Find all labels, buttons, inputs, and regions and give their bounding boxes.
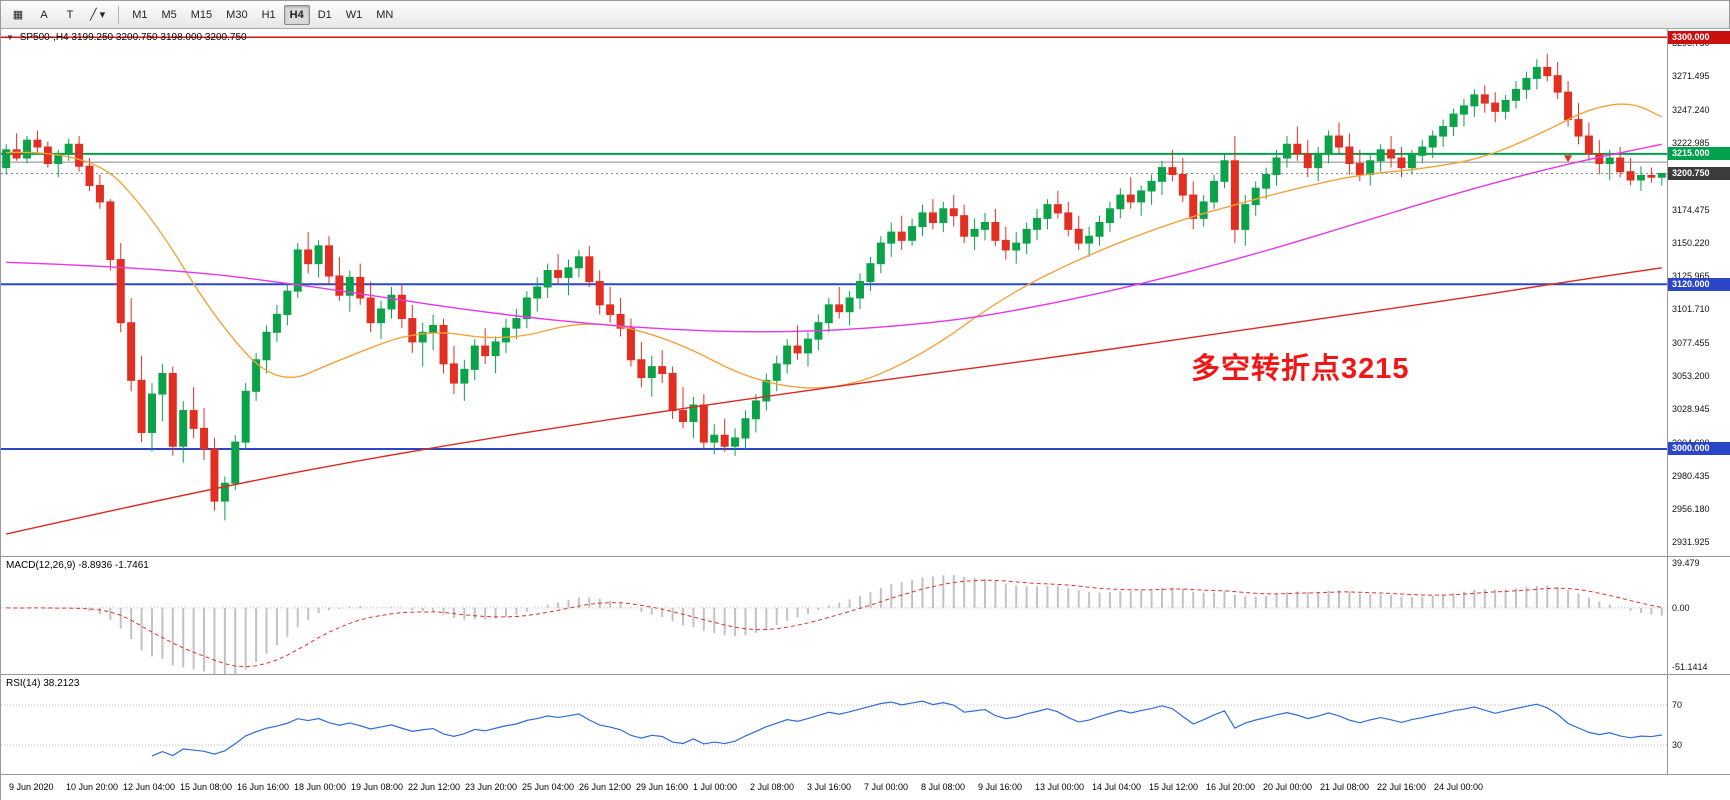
price-scale: 3295.7503271.4953247.2403222.9853198.730… [1667,29,1730,556]
time-axis-label: 12 Jun 04:00 [123,782,176,792]
timeframe-m30[interactable]: M30 [226,8,248,21]
time-axis-label: 16 Jun 16:00 [237,782,290,792]
macd-tick-label: 39.479 [1672,558,1700,568]
macd-scale: 39.479 0.00 -51.1414 [1667,557,1730,674]
toolbar: ▦ A T ╱ ▾ M1 M5 M15 M30 H1 H4 D1 W1 MN [1,1,1729,29]
price-badge: 3000.000 [1668,442,1730,456]
time-axis-label: 26 Jun 12:00 [579,782,632,792]
time-axis-label: 21 Jul 08:00 [1320,782,1370,792]
main-chart-panel: ▼ SP500-,H4 3199.250 3200.750 3198.000 3… [1,29,1730,556]
price-tick-label: 3053.200 [1672,370,1710,381]
rsi-label: RSI(14) 38.2123 [6,678,80,689]
text-tool-icon[interactable]: T [66,8,74,21]
time-axis-label: 19 Jun 08:00 [351,782,404,792]
time-axis-label: 13 Jul 00:00 [1035,782,1085,792]
rsi-panel: RSI(14) 38.2123 70 30 [1,674,1730,774]
price-tick-label: 3222.985 [1672,137,1710,148]
rsi-tick-label: 30 [1672,740,1683,750]
price-badge: 3200.750 [1668,166,1730,180]
rsi-scale: 70 30 [1667,675,1730,774]
rsi-canvas[interactable] [1,675,1667,775]
time-axis-label: 18 Jun 00:00 [294,782,347,792]
time-axis-label: 25 Jun 04:00 [522,782,575,792]
price-tick-label: 3271.495 [1672,71,1710,82]
macd-tick-label: 0.00 [1672,602,1690,613]
price-tick-label: 2956.180 [1672,504,1710,515]
price-tick-label: 3028.945 [1672,404,1710,415]
time-axis-label: 22 Jun 12:00 [408,782,461,792]
timeframe-h1[interactable]: H1 [261,8,276,21]
text-annotation[interactable]: 多空转折点3215 [1191,353,1410,385]
symbol-timeframe-label: SP500-,H4 [19,32,69,43]
price-chart-canvas[interactable] [1,29,1667,556]
timeframe-w1[interactable]: W1 [345,8,363,21]
time-axis-label: 7 Jul 00:00 [864,782,909,792]
ohlc-values: 3199.250 3200.750 3198.000 3200.750 [71,32,247,43]
timeframe-m15[interactable]: M15 [190,8,213,21]
price-tick-label: 2980.435 [1672,470,1710,481]
time-axis-label: 20 Jul 00:00 [1263,782,1313,792]
time-axis-label: 10 Jun 20:00 [66,782,119,792]
time-axis-label: 1 Jul 00:00 [693,782,738,792]
macd-tick-label: -51.1414 [1672,662,1708,673]
price-tick-label: 3101.710 [1672,304,1710,315]
timeframe-m1[interactable]: M1 [132,8,148,21]
time-axis-label: 24 Jul 00:00 [1434,782,1484,792]
draw-tools-icon[interactable]: ╱ ▾ [90,9,106,21]
price-tick-label: 3150.220 [1672,237,1710,248]
time-axis-label: 2 Jul 08:00 [750,782,795,792]
rsi-tick-label: 70 [1672,700,1683,710]
time-axis-label: 15 Jul 12:00 [1149,782,1199,792]
price-badge: 3300.000 [1668,30,1730,44]
price-tick-label: 3247.240 [1672,104,1710,115]
time-axis-label: 14 Jul 04:00 [1092,782,1142,792]
price-tick-label: 2931.925 [1672,537,1710,548]
timeframe-h4[interactable]: H4 [283,4,310,25]
collapse-triangle-icon[interactable]: ▼ [6,33,14,42]
charts-grid-icon[interactable]: ▦ [12,9,24,21]
price-tick-label: 3077.455 [1672,337,1710,348]
time-axis-label: 8 Jul 08:00 [921,782,966,792]
time-axis-label: 22 Jul 16:00 [1377,782,1427,792]
time-axis-label: 23 Jun 20:00 [465,782,518,792]
time-axis-label: 9 Jun 2020 [9,782,54,792]
time-axis-label: 9 Jul 16:00 [978,782,1023,792]
macd-panel: MACD(12,26,9) -8.8936 -1.7461 39.479 0.00… [1,556,1730,675]
toolbar-separator [118,5,120,24]
price-badge: 3120.000 [1668,277,1730,291]
price-tick-label: 3125.965 [1672,271,1710,282]
timeframe-m5[interactable]: M5 [161,8,177,21]
timeframe-mn[interactable]: MN [376,8,394,21]
time-axis[interactable]: 9 Jun 2020 10 Jun 20:00 12 Jun 04:00 15 Jun… [1,774,1730,800]
time-axis-label: 3 Jul 16:00 [807,782,852,792]
timeframe-d1[interactable]: D1 [317,8,332,21]
macd-canvas[interactable] [1,557,1667,675]
time-axis-label: 15 Jun 08:00 [180,782,233,792]
time-axis-label: 29 Jun 16:00 [636,782,689,792]
time-axis-label: 16 Jul 20:00 [1206,782,1256,792]
macd-label: MACD(12,26,9) -8.8936 -1.7461 [6,560,149,571]
price-badge: 3215.000 [1668,147,1730,161]
price-tick-label: 3174.475 [1672,204,1710,215]
cursor-a-icon[interactable]: A [40,8,48,21]
chart-title: ▼ SP500-,H4 3199.250 3200.750 3198.000 3… [6,32,247,43]
